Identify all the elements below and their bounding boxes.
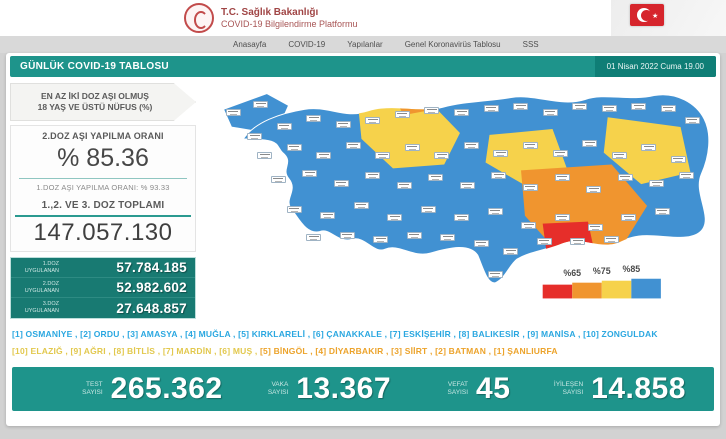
dose3-row-label: 3.DOZ UYGULANAN [24, 301, 59, 314]
dose3-row-value: 27.648.857 [116, 300, 187, 316]
legend-threshold-85: %85 [622, 264, 640, 274]
stat-vaka-value: 13.367 [296, 372, 392, 405]
brand-text: T.C. Sağlık Bakanlığı COVID-19 Bilgilend… [221, 7, 358, 29]
stat-vefat-value: 45 [476, 372, 511, 405]
brand[interactable]: T.C. Sağlık Bakanlığı COVID-19 Bilgilend… [184, 3, 358, 33]
stat-vaka-label: VAKA SAYISI [267, 380, 289, 396]
dose3-row: 3.DOZ UYGULANAN 27.648.857 [11, 298, 195, 318]
turkey-map-svg: %65 %75 %85 [222, 93, 710, 299]
dose1-row-value: 57.784.185 [116, 260, 187, 275]
site-header: T.C. Sağlık Bakanlığı COVID-19 Bilgilend… [0, 0, 726, 36]
legend-threshold-75: %75 [593, 266, 611, 276]
nav-item-anasayfa[interactable]: Anasayfa [233, 40, 267, 49]
dose2-row-label: 2.DOZ UYGULANAN [24, 280, 59, 294]
dose2-box: 2.DOZ AŞI YAPILMA ORANI % 85.36 1.DOZ AŞ… [10, 125, 196, 252]
banner-line1: EN AZ İKİ DOZ AŞI OLMUŞ [41, 90, 149, 101]
main-nav: Anasayfa COVID-19 Yapılanlar Genel Koron… [0, 36, 726, 53]
dose2-value: % 85.36 [57, 144, 149, 172]
stat-test: TEST SAYISI 265.362 [12, 372, 223, 406]
header-decorative-image [611, 0, 726, 36]
province-legend-line2: [10] ELAZIĞ , [9] AĞRI , [8] BİTLİS , [7… [12, 346, 714, 356]
page-title: GÜNLÜK COVID-19 TABLOSU [20, 61, 169, 72]
dose2-row-value: 52.982.602 [116, 280, 187, 295]
banner-line2: 18 YAŞ VE ÜSTÜ NÜFUS (%) [37, 102, 153, 112]
stat-iyilesen: İYİLEŞEN SAYISI 14.858 [510, 372, 700, 406]
turkey-vaccination-map: %65 %75 %85 [196, 77, 718, 315]
vaccination-panel: EN AZ İKİ DOZ AŞI OLMUŞ 18 YAŞ VE ÜSTÜ N… [10, 83, 196, 319]
stat-vaka: VAKA SAYISI 13.367 [223, 372, 391, 406]
turkish-flag-icon: ★ [630, 4, 664, 26]
dose2-label: 2.DOZ AŞI YAPILMA ORANI [42, 131, 164, 141]
nav-item-sss[interactable]: SSS [522, 40, 539, 49]
stat-iyilesen-value: 14.858 [591, 372, 686, 405]
flag-crescent-icon [637, 8, 652, 22]
nav-item-yapilanlar[interactable]: Yapılanlar [347, 40, 383, 49]
dose-breakdown-table: 1.DOZ UYGULANAN 57.784.185 2.DOZ UYGULANAN… [10, 257, 196, 319]
dose1-row: 1.DOZ UYGULANAN 57.784.185 [11, 258, 195, 278]
province-legend-line2-yellow: [10] ELAZIĞ , [9] AĞRI , [8] BİTLİS , [7… [12, 346, 261, 356]
flag-star-icon: ★ [652, 13, 659, 20]
total-doses-label: 1.,2. VE 3. DOZ TOPLAMI [41, 200, 165, 211]
nav-item-covid19[interactable]: COVID-19 [288, 40, 326, 49]
saglik-bakanligi-logo-icon [184, 3, 214, 33]
stat-vefat: VEFAT SAYISI 45 [391, 372, 510, 406]
date-badge: 01 Nisan 2022 Cuma 19.00 [594, 56, 716, 77]
map-region-yellow-central [358, 99, 460, 169]
map-region-red-sanliurfa [542, 221, 594, 254]
divider [19, 178, 187, 179]
legend-threshold-65: %65 [563, 268, 581, 278]
province-legend-line2-orange: [5] BİNGÖL , [4] DİYARBAKIR , [3] SİİRT … [260, 346, 558, 356]
dose1-rate-line: 1.DOZ AŞI YAPILMA ORANI: % 93.33 [36, 183, 170, 192]
stat-iyilesen-label: İYİLEŞEN SAYISI [553, 380, 584, 396]
ministry-title: T.C. Sağlık Bakanlığı [221, 7, 319, 19]
divider [15, 215, 191, 217]
platform-subtitle: COVID-19 Bilgilendirme Platformu [221, 18, 358, 29]
map-color-legend: %65 %75 %85 [542, 264, 661, 299]
stat-test-label: TEST SAYISI [82, 380, 103, 396]
content-card: GÜNLÜK COVID-19 TABLOSU 01 Nisan 2022 Cu… [6, 53, 720, 426]
daily-table-title-bar: GÜNLÜK COVID-19 TABLOSU 01 Nisan 2022 Cu… [10, 56, 716, 77]
province-legend: [1] OSMANİYE , [2] ORDU , [3] AMASYA , [… [12, 329, 714, 356]
stat-vefat-label: VEFAT SAYISI [447, 380, 469, 396]
nav-item-genel-tablo[interactable]: Genel Koronavirüs Tablosu [404, 40, 501, 49]
province-legend-line1: [1] OSMANİYE , [2] ORDU , [3] AMASYA , [… [12, 329, 658, 339]
stat-test-value: 265.362 [110, 372, 223, 405]
dose1-row-label: 1.DOZ UYGULANAN [24, 260, 59, 274]
dose2-row: 2.DOZ UYGULANAN 52.982.602 [11, 278, 195, 298]
two-dose-banner: EN AZ İKİ DOZ AŞI OLMUŞ 18 YAŞ VE ÜSTÜ N… [10, 83, 196, 121]
daily-stats-bar: TEST SAYISI 265.362 VAKA SAYISI 13.367 VEF… [12, 367, 714, 411]
total-doses-value: 147.057.130 [33, 219, 173, 246]
